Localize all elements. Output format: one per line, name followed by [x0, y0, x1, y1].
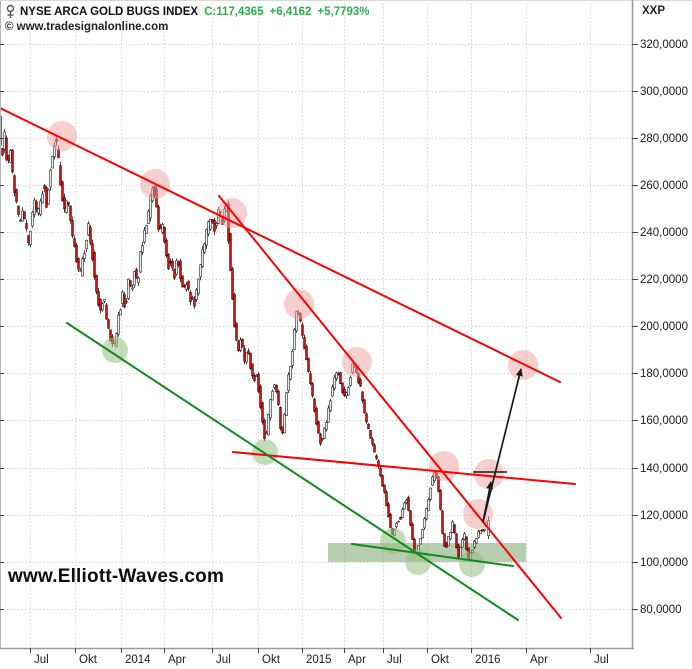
x-axis-tick-label: Okt [431, 654, 450, 666]
x-axis-tick-label: 2015 [306, 654, 332, 666]
y-axis-tick-label: 280,0000 [640, 133, 688, 145]
quote-close: C:117,4365 [204, 6, 264, 18]
copyright-label: © www.tradesignalonline.com [5, 21, 169, 33]
x-axis-tick-label: Jul [34, 654, 49, 666]
x-axis-tick-label: Apr [348, 654, 366, 666]
y-axis-tick-label: 100,0000 [640, 557, 688, 569]
y-axis-tick-label: 240,0000 [640, 227, 688, 239]
x-axis-tick-label: Jul [216, 654, 231, 666]
y-axis-tick-label: 140,0000 [640, 463, 688, 475]
x-axis-tick-label: Jul [594, 654, 609, 666]
x-axis-labels: Jul Okt 2014 Apr Jul Okt 2015 Apr Jul Okt 2016 Apr J… [30, 648, 609, 666]
x-axis-tick-label: Okt [262, 654, 281, 666]
x-axis-tick-label: Okt [79, 654, 98, 666]
chart-header: NYSE ARCA GOLD BUGS INDEX C:117,4365 +6,… [5, 4, 370, 20]
quote-change-percent: +5,7793% [317, 6, 370, 18]
x-axis-tick-label: Jul [387, 654, 402, 666]
instrument-icon [5, 4, 16, 20]
y-axis-tick-label: 300,0000 [640, 86, 688, 98]
y-axis-tick-label: 260,0000 [640, 180, 688, 192]
x-axis-tick-label: Apr [168, 654, 186, 666]
gridlines [0, 0, 632, 648]
y-axis-labels: 320,0000 300,0000 280,0000 260,0000 240,0000… [0, 39, 688, 616]
y-axis-tick-label: 80,0000 [640, 604, 682, 616]
x-axis-tick-label: Apr [530, 654, 548, 666]
y-axis-tick-label: 160,0000 [640, 415, 688, 427]
watermark-label: www.Elliott-Waves.com [8, 566, 225, 587]
trend-lines [0, 107, 576, 621]
y-axis-tick-label: 120,0000 [640, 510, 688, 522]
x-axis-tick-label: 2014 [125, 654, 151, 666]
projection-arrows [473, 368, 523, 523]
y-axis-tick-label: 220,0000 [640, 274, 688, 286]
instrument-title: NYSE ARCA GOLD BUGS INDEX [20, 6, 199, 18]
y-axis-tick-label: 180,0000 [640, 368, 688, 380]
y-axis-unit-label: XXP [642, 5, 666, 17]
axes [0, 0, 692, 650]
quote-change: +6,4162 [269, 6, 312, 18]
y-axis-tick-label: 200,0000 [640, 321, 688, 333]
candlesticks [0, 115, 490, 560]
y-axis-tick-label: 320,0000 [640, 39, 688, 51]
x-axis-tick-label: 2016 [475, 654, 501, 666]
